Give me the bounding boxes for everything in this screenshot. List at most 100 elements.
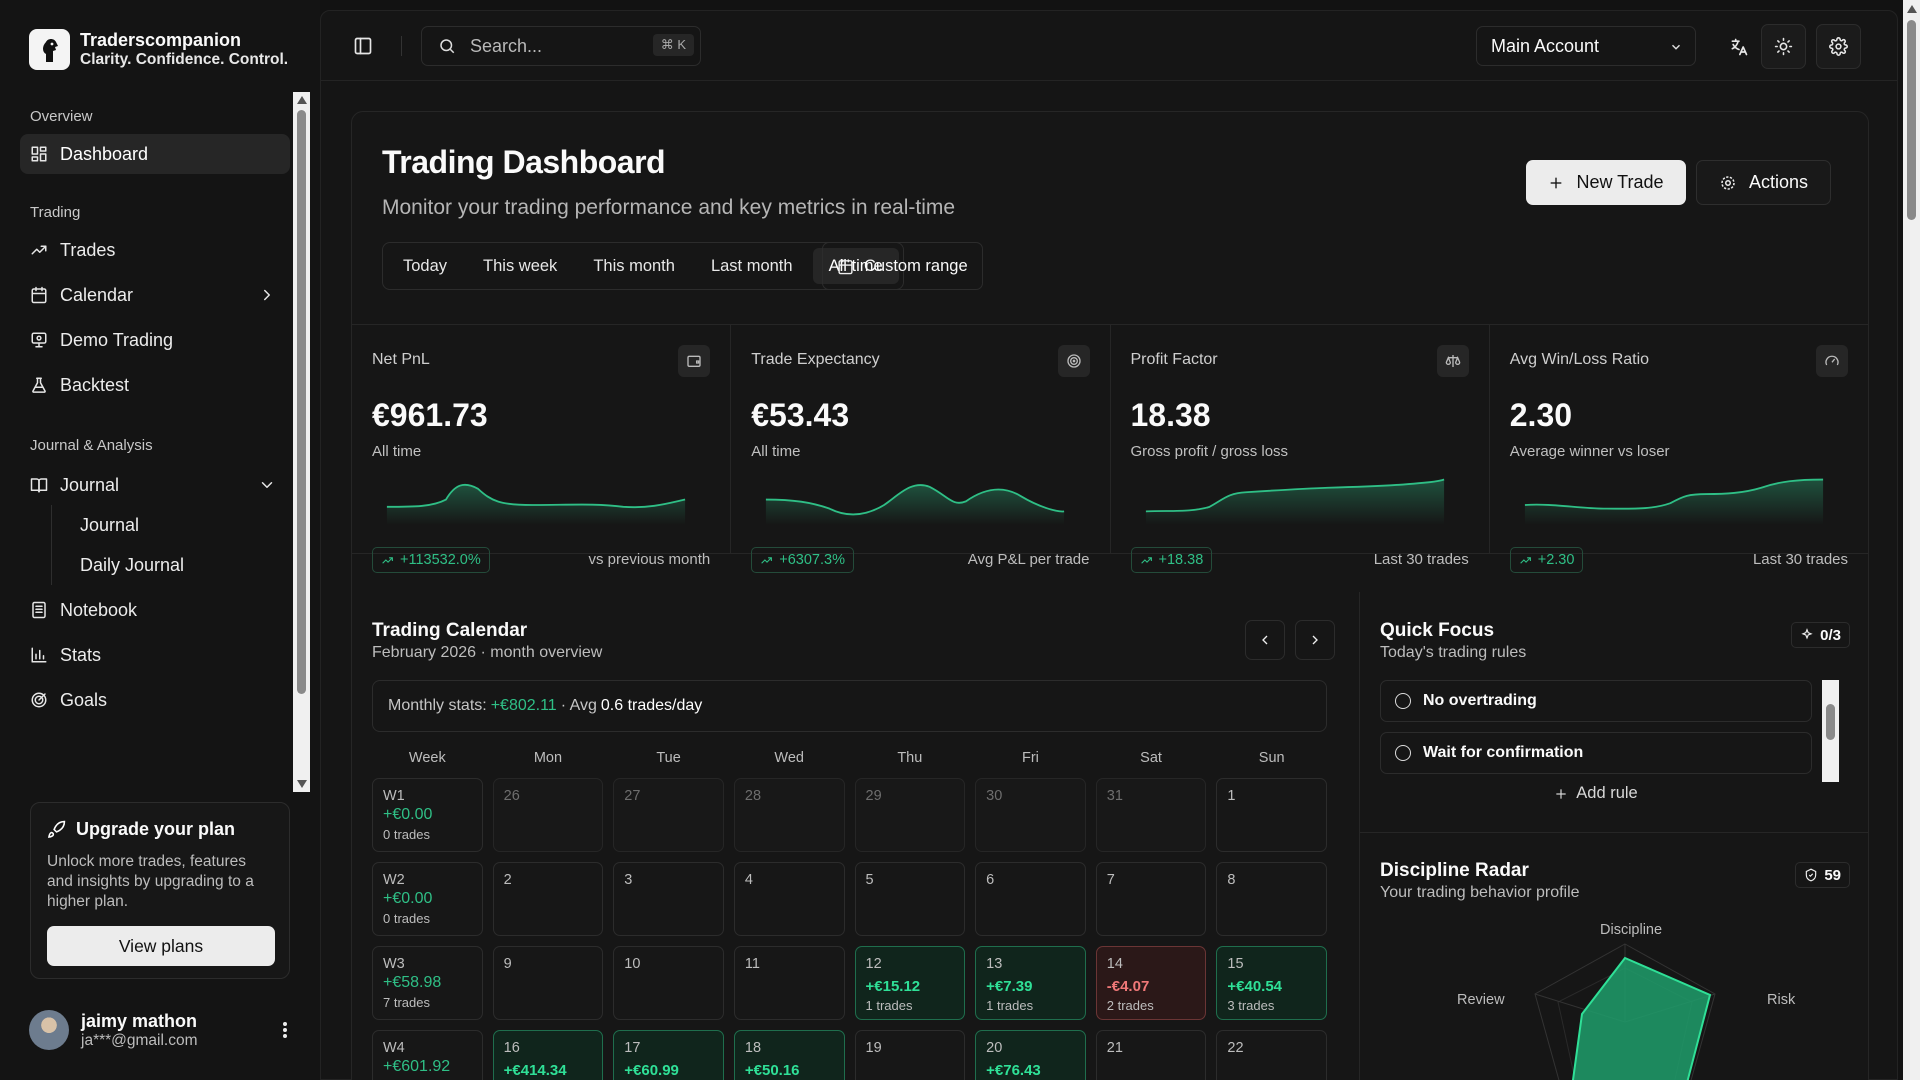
calendar-day-cell[interactable]: 28 bbox=[733, 778, 845, 852]
sidebar-scroll-thumb[interactable] bbox=[297, 110, 306, 694]
range-tab[interactable]: Today bbox=[403, 257, 448, 275]
calendar-day-cell[interactable]: 9 bbox=[492, 946, 604, 1020]
upgrade-card: Upgrade your plan Unlock more trades, fe… bbox=[30, 802, 290, 979]
scroll-down-arrow-icon[interactable] bbox=[297, 780, 307, 788]
radar-label-review: Review bbox=[1457, 992, 1505, 1008]
day-pnl: +€40.54 bbox=[1227, 978, 1283, 995]
calendar-day-cell[interactable]: 6 bbox=[975, 862, 1086, 936]
calendar-day-cell[interactable]: 20 +€76.43 bbox=[975, 1030, 1086, 1080]
scroll-up-arrow-icon[interactable] bbox=[297, 96, 307, 104]
sidebar-subitem-journal[interactable]: Journal bbox=[80, 515, 140, 535]
sidebar-toggle-icon[interactable] bbox=[351, 34, 375, 58]
metric-label: Avg Win/Loss Ratio bbox=[1509, 351, 1650, 368]
calendar-day-cell[interactable]: 12 +€15.12 1 trades bbox=[854, 946, 966, 1020]
rocket-icon bbox=[48, 820, 66, 838]
calendar-day-cell[interactable]: 5 bbox=[854, 862, 966, 936]
calendar-subtitle: February 2026 · month overview bbox=[372, 644, 603, 661]
sidebar-scrollbar[interactable] bbox=[293, 92, 310, 792]
calendar-day-cell[interactable]: 29 bbox=[854, 778, 966, 852]
scroll-up-arrow-icon[interactable] bbox=[1907, 5, 1917, 13]
sidebar-item-goals[interactable]: Goals bbox=[20, 680, 290, 720]
calendar-next-button[interactable] bbox=[1295, 620, 1335, 660]
add-rule-button[interactable]: Add rule bbox=[1380, 784, 1812, 803]
calendar-day-cell[interactable]: 4 bbox=[733, 862, 845, 936]
calendar-day-cell[interactable]: 14 -€4.07 2 trades bbox=[1095, 946, 1207, 1020]
calendar-day-cell[interactable]: 26 bbox=[492, 778, 604, 852]
wallet-icon bbox=[678, 345, 711, 377]
week-summary-cell[interactable]: W2 +€0.00 0 trades bbox=[372, 862, 483, 936]
week-summary-cell[interactable]: W4 +€601.92 bbox=[372, 1030, 483, 1080]
search-input[interactable]: Search... ⌘ K bbox=[421, 26, 701, 66]
rules-scroll-thumb[interactable] bbox=[1826, 704, 1835, 740]
brand[interactable]: Traderscompanion Clarity. Confidence. Co… bbox=[29, 29, 288, 70]
sidebar-item-trades[interactable]: Trades bbox=[20, 230, 290, 270]
day-number: 14 bbox=[1106, 956, 1123, 972]
metric-change-badge: +2.30 bbox=[1509, 547, 1584, 573]
calendar-day-cell[interactable]: 15 +€40.54 3 trades bbox=[1216, 946, 1327, 1020]
plus-icon bbox=[1556, 788, 1566, 799]
calendar-day-cell[interactable]: 1 bbox=[1216, 778, 1327, 852]
calendar-day-cell[interactable]: 16 +€414.34 bbox=[492, 1030, 604, 1080]
translate-icon[interactable] bbox=[1716, 24, 1761, 69]
week-summary-cell[interactable]: W3 +€58.98 7 trades bbox=[372, 946, 483, 1020]
metric-cards: Net PnL €961.73 All time +113532.0% vs previ… bbox=[352, 324, 1868, 573]
calendar-day-cell[interactable]: 8 bbox=[1216, 862, 1327, 936]
sidebar-item-label: Stats bbox=[60, 644, 102, 665]
rule-item[interactable]: No overtrading bbox=[1380, 680, 1812, 722]
metric-change-badge: +18.38 bbox=[1130, 547, 1213, 573]
sidebar-item-backtest[interactable]: Backtest bbox=[20, 365, 290, 405]
day-number: 29 bbox=[865, 788, 882, 804]
calendar-day-cell[interactable]: 2 bbox=[492, 862, 604, 936]
account-select[interactable]: Main Account bbox=[1476, 26, 1696, 66]
metric-change-value: +18.38 bbox=[1158, 552, 1204, 568]
rules-scrollbar[interactable] bbox=[1822, 680, 1839, 782]
sidebar-item-dashboard[interactable]: Dashboard bbox=[20, 134, 290, 174]
actions-button[interactable]: Actions bbox=[1696, 160, 1831, 205]
calendar-day-cell[interactable]: 27 bbox=[613, 778, 724, 852]
discipline-radar-subtitle: Your trading behavior profile bbox=[1380, 884, 1580, 901]
rule-item[interactable]: Wait for confirmation bbox=[1380, 732, 1812, 774]
calendar-day-cell[interactable]: 30 bbox=[975, 778, 1086, 852]
calendar-prev-button[interactable] bbox=[1245, 620, 1285, 660]
account-select-value: Main Account bbox=[1491, 35, 1600, 56]
sidebar-item-demo-trading[interactable]: Demo Trading bbox=[20, 320, 290, 360]
calendar-day-cell[interactable]: 13 +€7.39 1 trades bbox=[975, 946, 1086, 1020]
calendar-day-cell[interactable]: 22 bbox=[1216, 1030, 1327, 1080]
week-summary-cell[interactable]: W1 +€0.00 0 trades bbox=[372, 778, 483, 852]
calendar-day-cell[interactable]: 7 bbox=[1095, 862, 1207, 936]
theme-toggle-sun-icon[interactable] bbox=[1761, 24, 1806, 69]
sidebar-item-calendar[interactable]: Calendar bbox=[20, 275, 290, 315]
range-tab[interactable]: Last month bbox=[710, 257, 793, 275]
window-scrollbar[interactable] bbox=[1903, 0, 1920, 1080]
user-profile[interactable]: jaimy mathon ja***@gmail.com bbox=[29, 1008, 291, 1052]
day-trade-count: 3 trades bbox=[1227, 998, 1275, 1013]
sidebar-subitem-daily-journal[interactable]: Daily Journal bbox=[80, 555, 185, 575]
window-scroll-thumb[interactable] bbox=[1907, 20, 1916, 220]
sidebar-item-journal[interactable]: Journal bbox=[20, 465, 290, 505]
sidebar-item-notebook[interactable]: Notebook bbox=[20, 590, 290, 630]
calendar-day-cell[interactable]: 21 bbox=[1095, 1030, 1207, 1080]
range-tab[interactable]: This week bbox=[483, 257, 558, 275]
calendar-day-cell[interactable]: 10 bbox=[613, 946, 724, 1020]
calendar-day-cell[interactable]: 19 bbox=[854, 1030, 966, 1080]
rule-checkbox[interactable] bbox=[1395, 745, 1411, 761]
view-plans-button[interactable]: View plans bbox=[47, 926, 275, 966]
calendar-day-cell[interactable]: 31 bbox=[1095, 778, 1207, 852]
sidebar-item-stats[interactable]: Stats bbox=[20, 635, 290, 675]
more-vertical-icon[interactable] bbox=[283, 1020, 287, 1040]
sparkles-icon bbox=[1801, 628, 1813, 640]
calendar-day-cell[interactable]: 11 bbox=[733, 946, 845, 1020]
range-tab[interactable]: This month bbox=[593, 257, 675, 275]
calendar-day-cell[interactable]: 17 +€60.99 bbox=[613, 1030, 724, 1080]
metric-subtitle: Gross profit / gross loss bbox=[1130, 443, 1289, 460]
week-label: W4 bbox=[383, 1040, 405, 1056]
calendar-day-cell[interactable]: 18 +€50.16 bbox=[733, 1030, 845, 1080]
day-pnl: +€60.99 bbox=[624, 1062, 679, 1079]
rule-checkbox[interactable] bbox=[1395, 693, 1411, 709]
new-trade-button[interactable]: New Trade bbox=[1526, 160, 1686, 205]
settings-gear-icon[interactable] bbox=[1816, 24, 1861, 69]
calendar-day-cell[interactable]: 3 bbox=[613, 862, 724, 936]
calendar-icon bbox=[31, 286, 47, 304]
discipline-radar-chart: Discipline Risk Review bbox=[1420, 922, 1820, 1080]
custom-range-button[interactable]: Custom range bbox=[822, 242, 983, 290]
